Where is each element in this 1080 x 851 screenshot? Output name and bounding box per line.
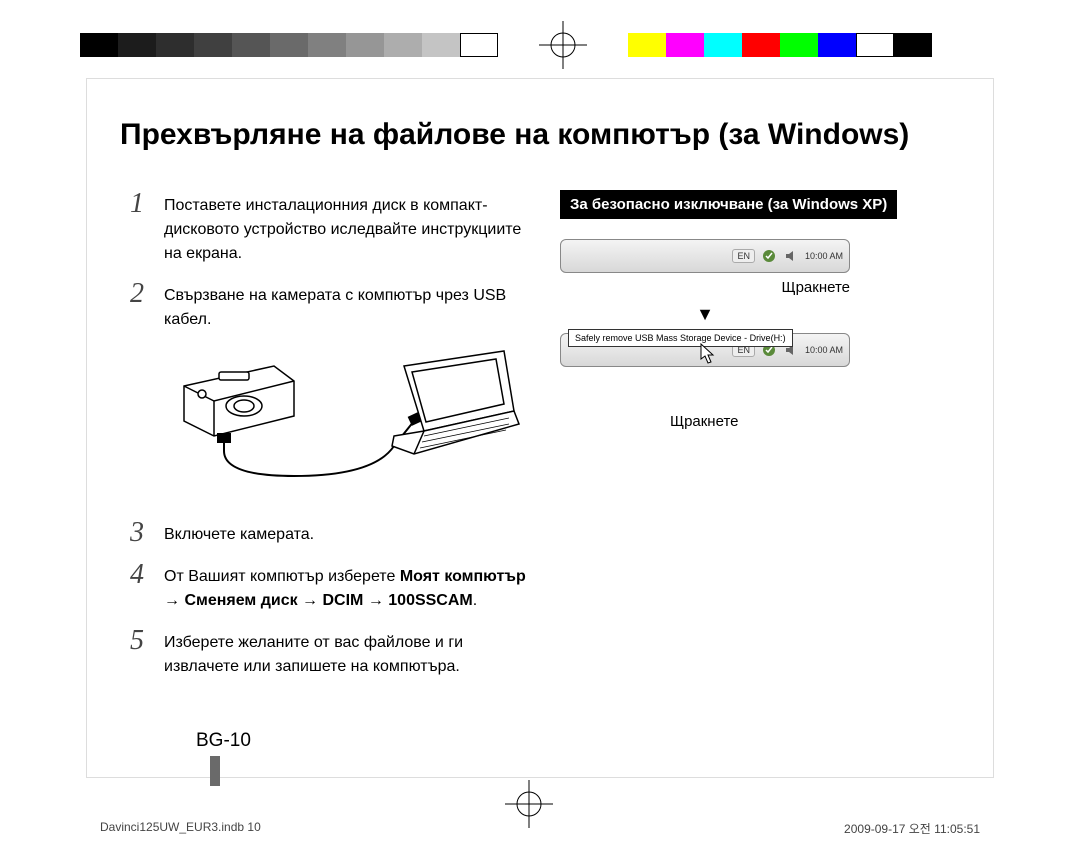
down-arrow-icon: ▼ — [560, 304, 850, 325]
swatch — [628, 33, 666, 57]
step-text: Изберете желаните от вас файлове и ги из… — [164, 627, 540, 679]
swatch — [156, 33, 194, 57]
step-4-pre: От Вашият компютър изберете — [164, 568, 395, 585]
print-footer: Davinci125UW_EUR3.indb 10 2009-09-17 오전 … — [100, 820, 980, 837]
step-1: 1 Поставете инсталационния диск в компак… — [130, 190, 540, 266]
registration-mark-top — [528, 30, 598, 60]
click-label-1: Щракнете — [560, 279, 850, 296]
step-text: Включете камерата. — [164, 519, 314, 547]
swatch — [232, 33, 270, 57]
swatch — [270, 33, 308, 57]
print-color-bar — [0, 30, 1080, 60]
step-number: 2 — [130, 280, 164, 332]
language-indicator: EN — [732, 249, 755, 263]
swatch — [894, 33, 932, 57]
swatch — [704, 33, 742, 57]
swatch — [194, 33, 232, 57]
swatch — [346, 33, 384, 57]
step-4-post: . — [473, 592, 477, 609]
page-tab-mark — [210, 756, 220, 786]
safely-remove-popup: Safely remove USB Mass Storage Device - … — [568, 329, 793, 347]
footer-left: Davinci125UW_EUR3.indb 10 — [100, 820, 261, 837]
swatch — [856, 33, 894, 57]
safe-remove-column: За безопасно изключване (за Windows XP) … — [560, 190, 960, 430]
step-text: Свързване на камерата с компютър чрез US… — [164, 280, 540, 332]
grayscale-strip — [80, 33, 498, 57]
taskbar-2-wrap: Safely remove USB Mass Storage Device - … — [560, 333, 850, 367]
taskbar-time: 10:00 AM — [805, 251, 843, 261]
click-label-2: Щракнете — [670, 413, 960, 430]
camera-usb-laptop-diagram — [164, 346, 524, 501]
step-number: 5 — [130, 627, 164, 679]
footer-right: 2009-09-17 오전 11:05:51 — [844, 820, 980, 837]
swatch — [666, 33, 704, 57]
step-3: 3 Включете камерата. — [130, 519, 540, 547]
page-title: Прехвърляне на файлове на компютър (за W… — [120, 118, 909, 152]
step-number: 4 — [130, 561, 164, 613]
step-4: 4 От Вашият компютър изберете Моят компю… — [130, 561, 540, 613]
step-text: Поставете инсталационния диск в компакт-… — [164, 190, 540, 266]
swatch — [308, 33, 346, 57]
swatch — [780, 33, 818, 57]
step-text: От Вашият компютър изберете Моят компютъ… — [164, 561, 540, 613]
swatch — [460, 33, 498, 57]
swatch — [118, 33, 156, 57]
cursor-icon — [700, 343, 718, 365]
taskbar-1: EN 10:00 AM — [560, 239, 850, 273]
step-5: 5 Изберете желаните от вас файлове и ги … — [130, 627, 540, 679]
color-strip — [628, 33, 932, 57]
swatch — [742, 33, 780, 57]
swatch — [818, 33, 856, 57]
step-2: 2 Свързване на камерата с компютър чрез … — [130, 280, 540, 332]
swatch — [384, 33, 422, 57]
volume-icon — [783, 248, 799, 264]
step-number: 3 — [130, 519, 164, 547]
step-number: 1 — [130, 190, 164, 266]
safe-remove-heading: За безопасно изключване (за Windows XP) — [560, 190, 897, 219]
steps-column: 1 Поставете инсталационния диск в компак… — [130, 190, 540, 693]
page-number: BG-10 — [196, 730, 251, 752]
swatch — [422, 33, 460, 57]
taskbar-time: 10:00 AM — [805, 345, 843, 355]
safely-remove-icon — [761, 248, 777, 264]
swatch — [80, 33, 118, 57]
